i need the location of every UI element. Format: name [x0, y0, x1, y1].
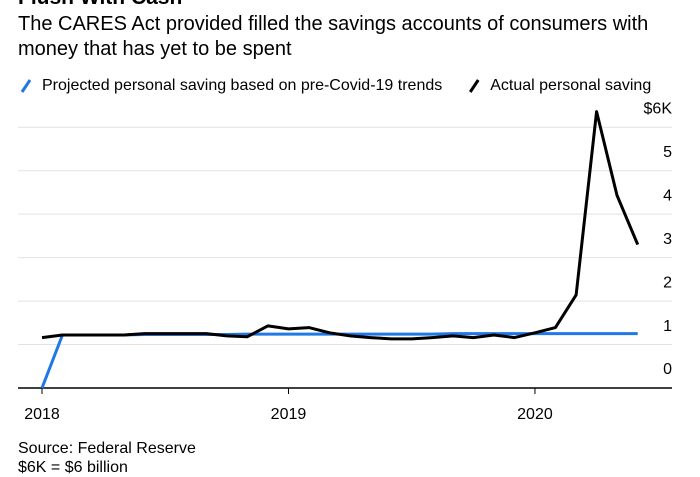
x-tick-label: 2018: [24, 406, 60, 423]
y-tick-label: 5: [663, 144, 672, 161]
legend-label: Actual personal saving: [490, 77, 651, 94]
x-tick-label: 2019: [271, 406, 307, 423]
y-tick-label: 0: [663, 361, 672, 378]
legend-swatch: [20, 79, 32, 93]
x-tick-label: 2020: [517, 406, 553, 423]
y-tick-label: $6K: [644, 100, 673, 117]
y-tick-label: 2: [663, 274, 672, 291]
chart-title: Flush With Cash: [18, 0, 182, 10]
chart: 0 1 2 3 4 5 $6K 2018 2019 2020 Projected personal …: [18, 77, 673, 423]
y-tick-label: 1: [663, 318, 672, 335]
page: {"chart_data": {"type": "line", "title":…: [18, 0, 673, 476]
series-line: [41, 110, 640, 341]
y-tick-label: 3: [663, 231, 672, 248]
legend-label: Projected personal saving based on pre-C…: [42, 77, 442, 94]
source: Source: Federal Reserve: [18, 440, 196, 457]
chart-subtitle: The CARES Act provided filled the saving…: [18, 13, 649, 60]
y-tick-label: 4: [663, 187, 672, 204]
series-line: [40, 332, 638, 389]
legend-swatch: [468, 79, 480, 93]
